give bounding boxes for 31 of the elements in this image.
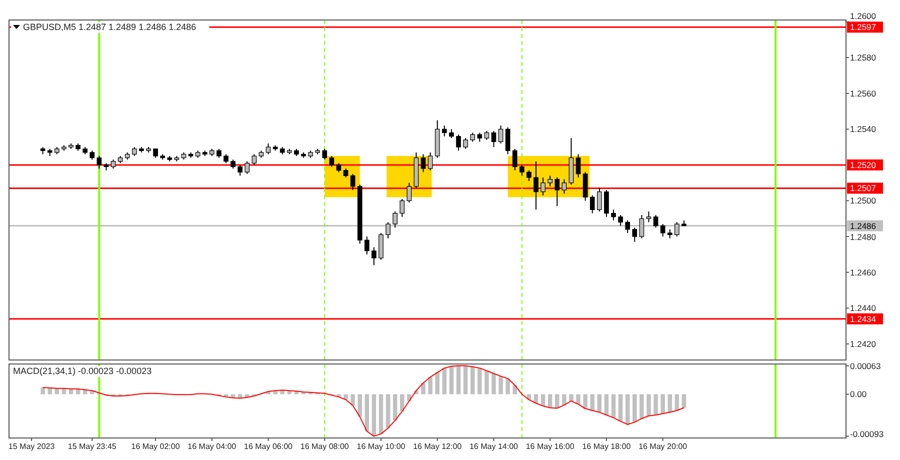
y-tick-label: 1.2560 [850,88,876,98]
x-tick-label: 16 May 10:00 [356,442,406,451]
x-tick-label: 16 May 02:00 [131,442,180,451]
x-tick-label: 16 May 14:00 [469,442,519,451]
ref-line-label: 1.2597 [850,22,876,32]
x-tick-label: 16 May 04:00 [188,442,237,451]
y-tick-label: 1.2600 [850,11,876,22]
x-tick-label: 16 May 08:00 [300,442,350,451]
ref-line-label: 1.2520 [850,160,876,170]
chart-title: MACD(21,34,1) -0.00023 -0.00023 [13,366,152,376]
y-tick-label: 0.00 [850,389,867,400]
x-tick-label: 16 May 20:00 [638,442,688,451]
x-tick-label: 16 May 12:00 [413,442,462,451]
y-tick-label: 1.2440 [850,302,876,313]
x-tick-label: 15 May 2023 [8,442,56,451]
ref-line-label: 1.2434 [850,314,876,324]
chart-title: GBPUSD,M5 1.2487 1.2489 1.2486 1.2486 [23,22,196,32]
y-tick-label: 1.2540 [850,124,876,134]
x-tick-label: 16 May 16:00 [526,442,575,451]
ref-line-label: 1.2486 [850,220,876,231]
ref-line-label: 1.2507 [850,183,876,194]
x-tick-label: 15 May 23:45 [68,442,117,451]
x-tick-label: 16 May 18:00 [582,442,632,451]
y-tick-label: 1.2420 [850,338,876,349]
y-tick-label: -0.00093 [850,428,884,439]
y-tick-label: 0.00063 [850,360,881,371]
x-tick-label: 16 May 06:00 [244,442,294,451]
y-tick-label: 1.2580 [850,52,876,63]
y-tick-label: 1.2500 [850,196,876,206]
y-tick-label: 1.2480 [850,232,876,242]
y-tick-label: 1.2460 [850,267,876,278]
